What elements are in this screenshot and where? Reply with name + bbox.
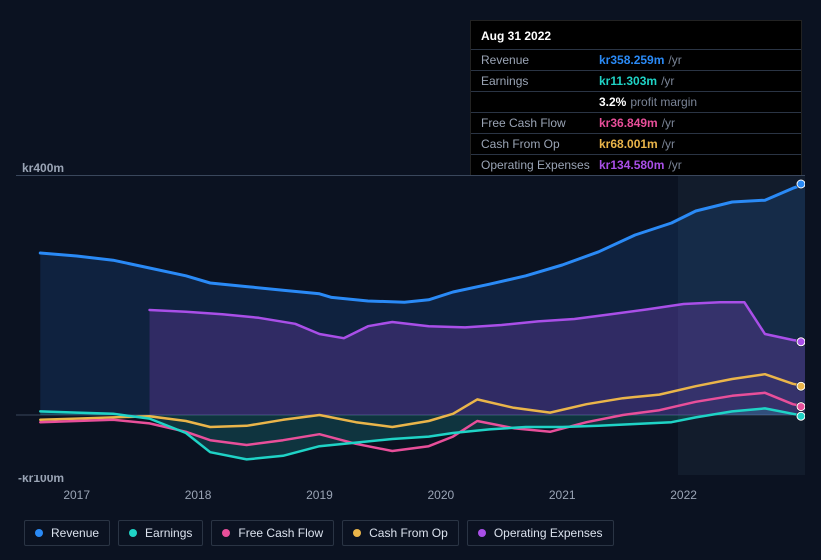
legend-item-free-cash-flow[interactable]: Free Cash Flow: [211, 520, 334, 546]
tooltip-row: Free Cash Flowkr36.849m/yr: [471, 112, 801, 133]
tooltip-row-unit: /yr: [661, 74, 674, 88]
legend-dot: [478, 529, 486, 537]
legend-label: Operating Expenses: [494, 526, 603, 540]
tooltip-row-value: kr36.849m: [599, 116, 658, 130]
legend-label: Cash From Op: [369, 526, 448, 540]
x-axis-label: 2022: [670, 488, 697, 502]
y-axis-label: kr400m: [22, 161, 64, 175]
x-axis-label: 2020: [427, 488, 454, 502]
tooltip-row-unit: /yr: [662, 116, 675, 130]
legend-label: Free Cash Flow: [238, 526, 323, 540]
tooltip-row-value: kr134.580m: [599, 158, 664, 172]
legend-label: Earnings: [145, 526, 192, 540]
legend: Revenue Earnings Free Cash Flow Cash From O…: [24, 520, 614, 546]
tooltip-row-value: kr358.259m: [599, 53, 664, 67]
tooltip-row-unit: /yr: [668, 53, 681, 67]
tooltip-row-value: 3.2%: [599, 95, 626, 109]
tooltip-row: Cash From Opkr68.001m/yr: [471, 133, 801, 154]
legend-label: Revenue: [51, 526, 99, 540]
tooltip-row-label: Cash From Op: [481, 137, 599, 151]
tooltip-row-label: Operating Expenses: [481, 158, 599, 172]
x-axis-label: 2017: [63, 488, 90, 502]
tooltip-row-label: Free Cash Flow: [481, 116, 599, 130]
tooltip-row: Earningskr11.303m/yr: [471, 70, 801, 91]
tooltip-row: Revenuekr358.259m/yr: [471, 49, 801, 70]
x-axis-label: 2019: [306, 488, 333, 502]
x-axis-label: 2018: [185, 488, 212, 502]
legend-item-cash-from-op[interactable]: Cash From Op: [342, 520, 459, 546]
legend-dot: [222, 529, 230, 537]
tooltip-row: 3.2% profit margin: [471, 91, 801, 112]
tooltip-row-unit: /yr: [668, 158, 681, 172]
tooltip-row-value: kr11.303m: [599, 74, 657, 88]
tooltip-row-unit: profit margin: [630, 95, 697, 109]
tooltip-row-label: Revenue: [481, 53, 599, 67]
tooltip-date: Aug 31 2022: [471, 25, 801, 49]
legend-dot: [353, 529, 361, 537]
tooltip-row-unit: /yr: [662, 137, 675, 151]
legend-dot: [35, 529, 43, 537]
tooltip-row-label: Earnings: [481, 74, 599, 88]
financials-chart: Aug 31 2022 Revenuekr358.259m/yrEarnings…: [0, 0, 821, 560]
legend-item-operating-expenses[interactable]: Operating Expenses: [467, 520, 614, 546]
tooltip-row-value: kr68.001m: [599, 137, 658, 151]
hover-tooltip: Aug 31 2022 Revenuekr358.259m/yrEarnings…: [470, 20, 802, 176]
plot-area[interactable]: [16, 175, 805, 475]
x-axis-label: 2021: [549, 488, 576, 502]
legend-item-earnings[interactable]: Earnings: [118, 520, 203, 546]
legend-item-revenue[interactable]: Revenue: [24, 520, 110, 546]
legend-dot: [129, 529, 137, 537]
tooltip-row: Operating Expenseskr134.580m/yr: [471, 154, 801, 175]
